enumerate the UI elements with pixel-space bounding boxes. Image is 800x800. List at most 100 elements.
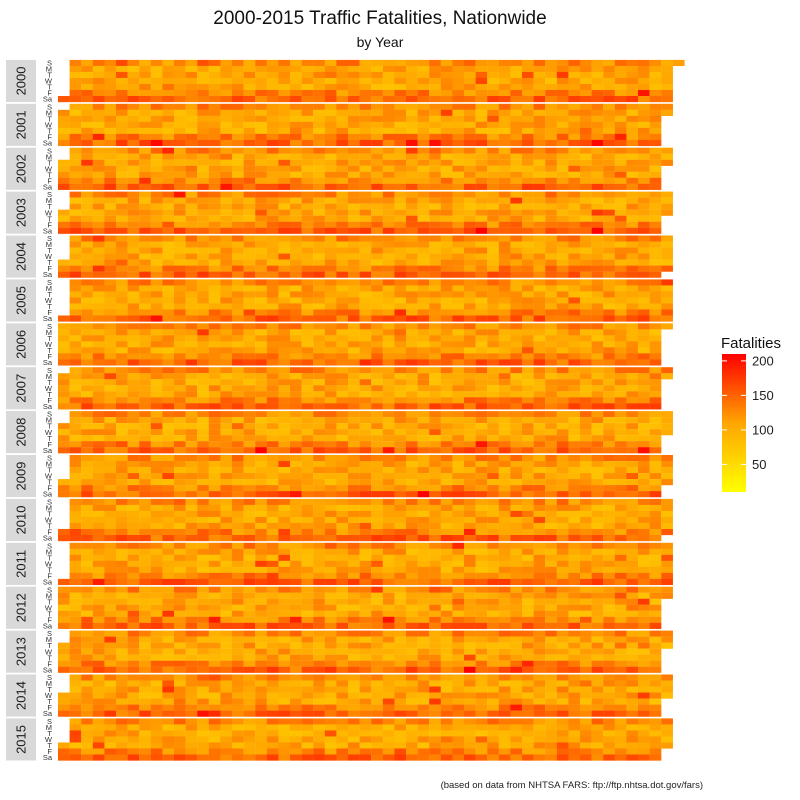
heatmap-cell	[58, 373, 70, 380]
heatmap-cell	[603, 127, 615, 135]
heatmap-cell	[638, 235, 650, 242]
heatmap-cell	[104, 315, 117, 322]
heatmap-cell	[522, 265, 534, 272]
heatmap-cell	[150, 397, 163, 404]
heatmap-cell	[92, 303, 105, 310]
heatmap-cell	[510, 103, 523, 110]
heatmap-cell	[197, 403, 209, 410]
heatmap-cell	[220, 65, 233, 73]
heatmap-cell	[301, 159, 314, 166]
heatmap-cell	[243, 109, 256, 116]
heatmap-cell	[92, 560, 105, 567]
heatmap-cell	[232, 604, 244, 611]
heatmap-cell	[208, 147, 221, 154]
heatmap-cell	[208, 115, 221, 122]
heatmap-cell	[382, 65, 395, 73]
heatmap-cell	[440, 554, 453, 561]
heatmap-cell	[185, 177, 198, 184]
heatmap-cell	[162, 485, 175, 492]
heatmap-cell	[487, 203, 499, 210]
heatmap-cell	[150, 271, 163, 278]
heatmap-cell	[232, 347, 244, 354]
heatmap-cell	[150, 139, 163, 147]
heatmap-cell	[556, 265, 569, 272]
heatmap-cell	[429, 441, 441, 448]
heatmap-cell	[81, 435, 93, 442]
day-tick-label: T	[47, 126, 52, 135]
heatmap-cell	[290, 397, 302, 404]
heatmap-cell	[417, 397, 430, 404]
heatmap-cell	[92, 115, 105, 122]
heatmap-cell	[81, 315, 93, 322]
heatmap-cell	[69, 423, 82, 430]
heatmap-cell	[545, 560, 557, 567]
heatmap-cell	[556, 479, 569, 486]
heatmap-cell	[556, 528, 569, 536]
heatmap-cell	[510, 572, 523, 580]
heatmap-cell	[580, 221, 592, 228]
heatmap-cell	[150, 77, 163, 85]
heatmap-cell	[139, 341, 151, 348]
heatmap-cell	[545, 335, 557, 342]
day-tick-label: W	[45, 472, 53, 481]
heatmap-cell	[92, 516, 105, 524]
heatmap-cell	[626, 183, 639, 190]
heatmap-cell	[661, 592, 673, 599]
heatmap-cell	[545, 397, 557, 404]
heatmap-cell	[626, 303, 639, 310]
heatmap-cell	[243, 83, 256, 91]
heatmap-cell	[464, 191, 476, 198]
heatmap-cell	[464, 435, 476, 442]
heatmap-cell	[464, 235, 476, 242]
heatmap-cell	[313, 572, 325, 580]
heatmap-cell	[255, 429, 267, 436]
heatmap-cell	[348, 554, 360, 561]
heatmap-cell	[359, 473, 372, 480]
heatmap-cell	[150, 341, 163, 348]
heatmap-cell	[591, 83, 604, 91]
heatmap-cell	[162, 221, 175, 228]
heatmap-cell	[290, 461, 302, 468]
facet-strip-label: 2013	[14, 637, 29, 666]
heatmap-cell	[464, 385, 476, 392]
heatmap-cell	[162, 297, 175, 304]
heatmap-cell	[603, 385, 615, 392]
heatmap-cell	[452, 572, 465, 580]
heatmap-cell	[127, 534, 140, 542]
day-tick-label: M	[46, 196, 52, 205]
heatmap-cell	[348, 109, 360, 116]
heatmap-cell	[556, 522, 569, 530]
heatmap-cell	[139, 165, 151, 172]
heatmap-cell	[162, 666, 175, 673]
heatmap-cell	[162, 279, 175, 286]
heatmap-cell	[394, 89, 407, 97]
heatmap-cell	[220, 291, 233, 298]
heatmap-cell	[394, 592, 407, 599]
heatmap-cell	[533, 253, 546, 260]
heatmap-cell	[487, 259, 499, 266]
heatmap-cell	[661, 554, 673, 561]
heatmap-cell	[139, 285, 151, 292]
heatmap-cell	[336, 235, 349, 242]
heatmap-cell	[406, 247, 418, 254]
heatmap-cell	[116, 660, 128, 667]
heatmap-cell	[452, 285, 465, 292]
heatmap-cell	[626, 385, 639, 392]
heatmap-cell	[533, 592, 546, 599]
heatmap-cell	[324, 59, 337, 67]
heatmap-cell	[127, 379, 140, 386]
heatmap-cell	[278, 542, 291, 549]
heatmap-cell	[614, 115, 627, 122]
heatmap-cell	[208, 235, 221, 242]
heatmap-cell	[626, 103, 639, 110]
heatmap-cell	[232, 367, 244, 374]
heatmap-cell	[255, 183, 267, 190]
heatmap-cell	[92, 139, 105, 147]
heatmap-cell	[591, 528, 604, 536]
heatmap-cell	[371, 604, 383, 611]
heatmap-cell	[278, 534, 291, 542]
heatmap-cell	[162, 373, 175, 380]
heatmap-cell	[116, 241, 128, 248]
